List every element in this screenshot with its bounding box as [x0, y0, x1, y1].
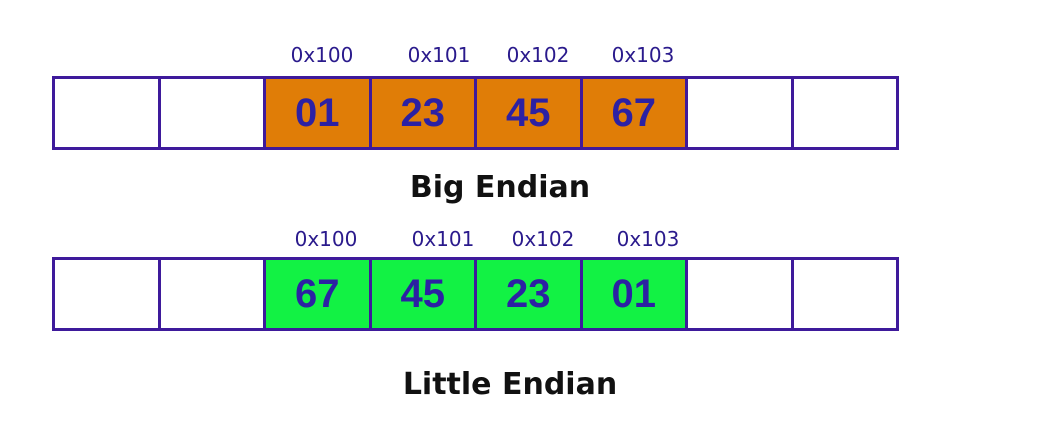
big-endian-cell-1 [157, 76, 266, 150]
big-endian-cell-2: 01 [263, 76, 372, 150]
big-endian-address-0x103: 0x103 [611, 43, 675, 67]
little-endian-cell-0 [52, 257, 161, 331]
little-endian-caption: Little Endian [402, 367, 618, 402]
little-endian-cell-3: 45 [368, 257, 477, 331]
little-endian-memory-row: 67 45 23 01 [52, 257, 920, 331]
big-endian-caption: Big Endian [409, 170, 591, 205]
big-endian-cell-3: 23 [368, 76, 477, 150]
little-endian-address-0x100: 0x100 [294, 227, 358, 251]
big-endian-cell-7 [790, 76, 899, 150]
big-endian-cell-4: 45 [474, 76, 583, 150]
little-endian-address-0x102: 0x102 [511, 227, 575, 251]
big-endian-address-0x101: 0x101 [407, 43, 471, 67]
little-endian-cell-2: 67 [263, 257, 372, 331]
big-endian-cell-5: 67 [579, 76, 688, 150]
little-endian-address-0x103: 0x103 [616, 227, 680, 251]
little-endian-address-0x101: 0x101 [411, 227, 475, 251]
big-endian-memory-row: 01 23 45 67 [52, 76, 920, 150]
little-endian-cell-7 [790, 257, 899, 331]
big-endian-cell-0 [52, 76, 161, 150]
big-endian-address-0x100: 0x100 [290, 43, 354, 67]
big-endian-cell-6 [685, 76, 794, 150]
little-endian-cell-5: 01 [579, 257, 688, 331]
little-endian-cell-1 [157, 257, 266, 331]
little-endian-cell-6 [685, 257, 794, 331]
little-endian-cell-4: 23 [474, 257, 583, 331]
big-endian-address-0x102: 0x102 [506, 43, 570, 67]
